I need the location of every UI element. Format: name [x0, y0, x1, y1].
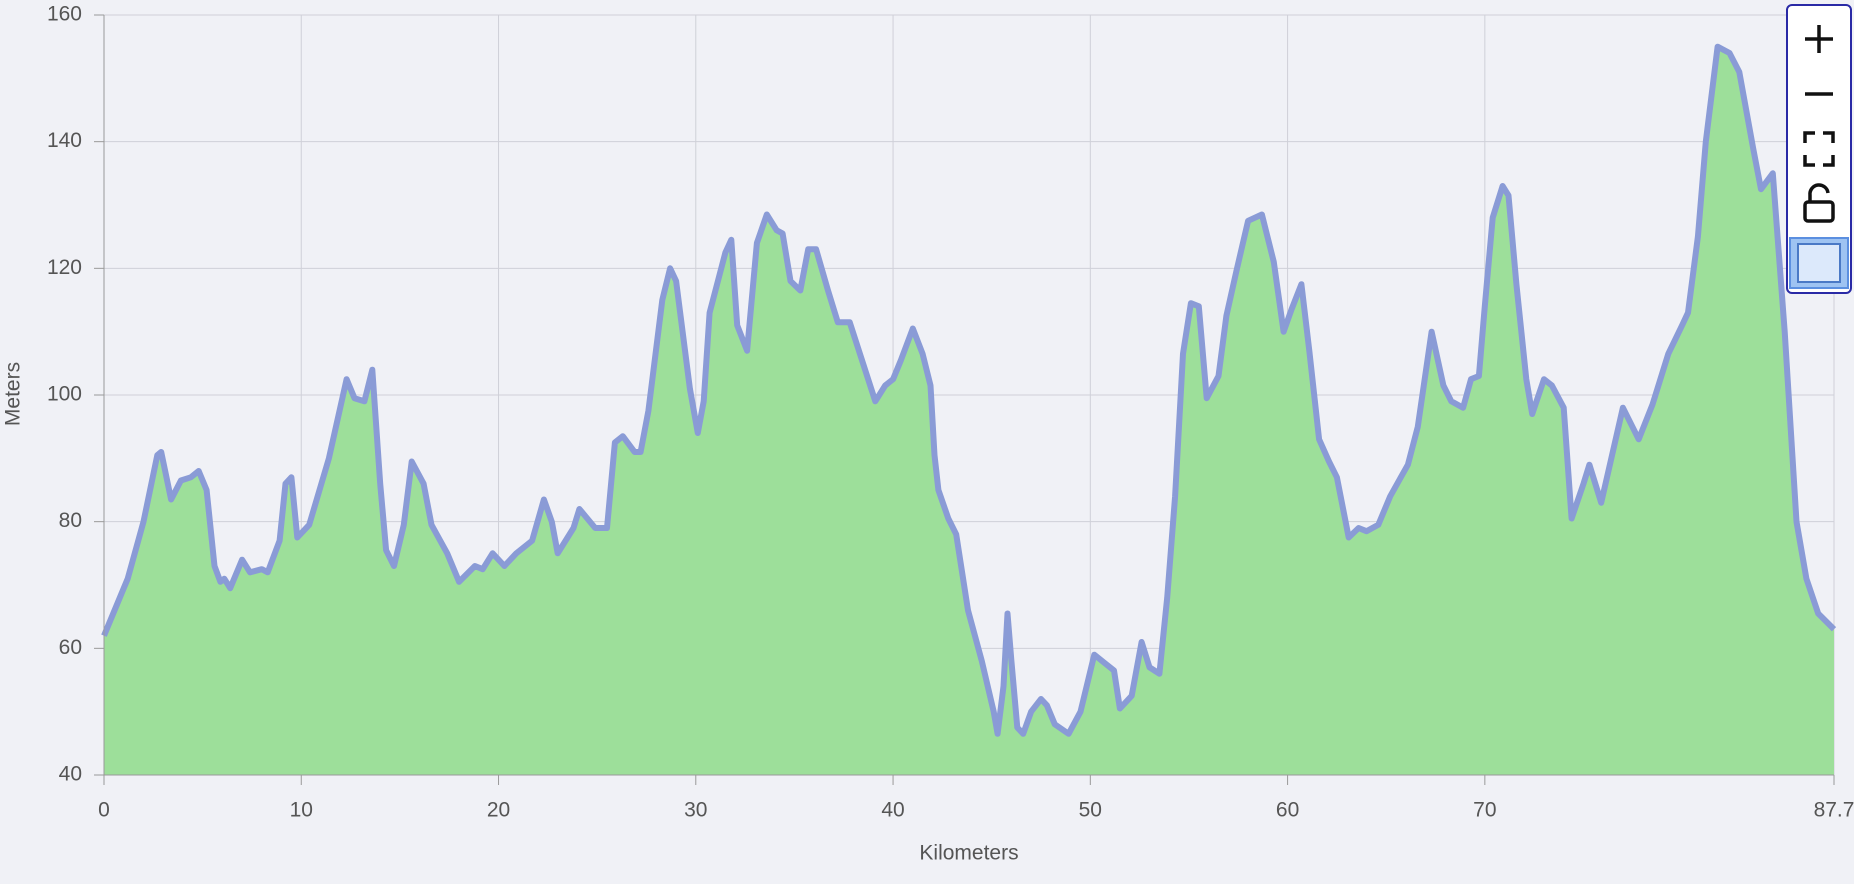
x-tick-label: 10	[290, 799, 313, 822]
zoom-in-button[interactable]	[1805, 25, 1833, 53]
x-tick-label: 87.7	[1814, 799, 1854, 822]
x-tick-label: 50	[1079, 799, 1102, 822]
elevation-area	[104, 46, 1834, 775]
toolbar-frame	[1786, 4, 1852, 294]
x-axis-label: Kilometers	[919, 842, 1018, 865]
y-tick-label: 120	[47, 256, 82, 279]
x-tick-label: 70	[1473, 799, 1496, 822]
y-tick-label: 140	[47, 129, 82, 152]
elevation-line	[101, 43, 1837, 737]
x-tick-label: 40	[881, 799, 904, 822]
y-tick-label: 80	[59, 509, 82, 532]
y-tick-label: 100	[47, 383, 82, 406]
toolbar	[1786, 4, 1852, 294]
y-tick-label: 160	[47, 3, 82, 26]
x-tick-label: 0	[98, 799, 110, 822]
lock-button[interactable]	[1803, 183, 1835, 223]
fullscreen-button[interactable]	[1803, 131, 1835, 167]
x-tick-label: 60	[1276, 799, 1299, 822]
y-tick-label: 60	[59, 636, 82, 659]
x-tick-label: 20	[487, 799, 510, 822]
layers-button[interactable]	[1789, 237, 1849, 289]
y-tick-label: 40	[59, 763, 82, 786]
y-axis-label: Meters	[2, 362, 25, 426]
x-tick-label: 30	[684, 799, 707, 822]
